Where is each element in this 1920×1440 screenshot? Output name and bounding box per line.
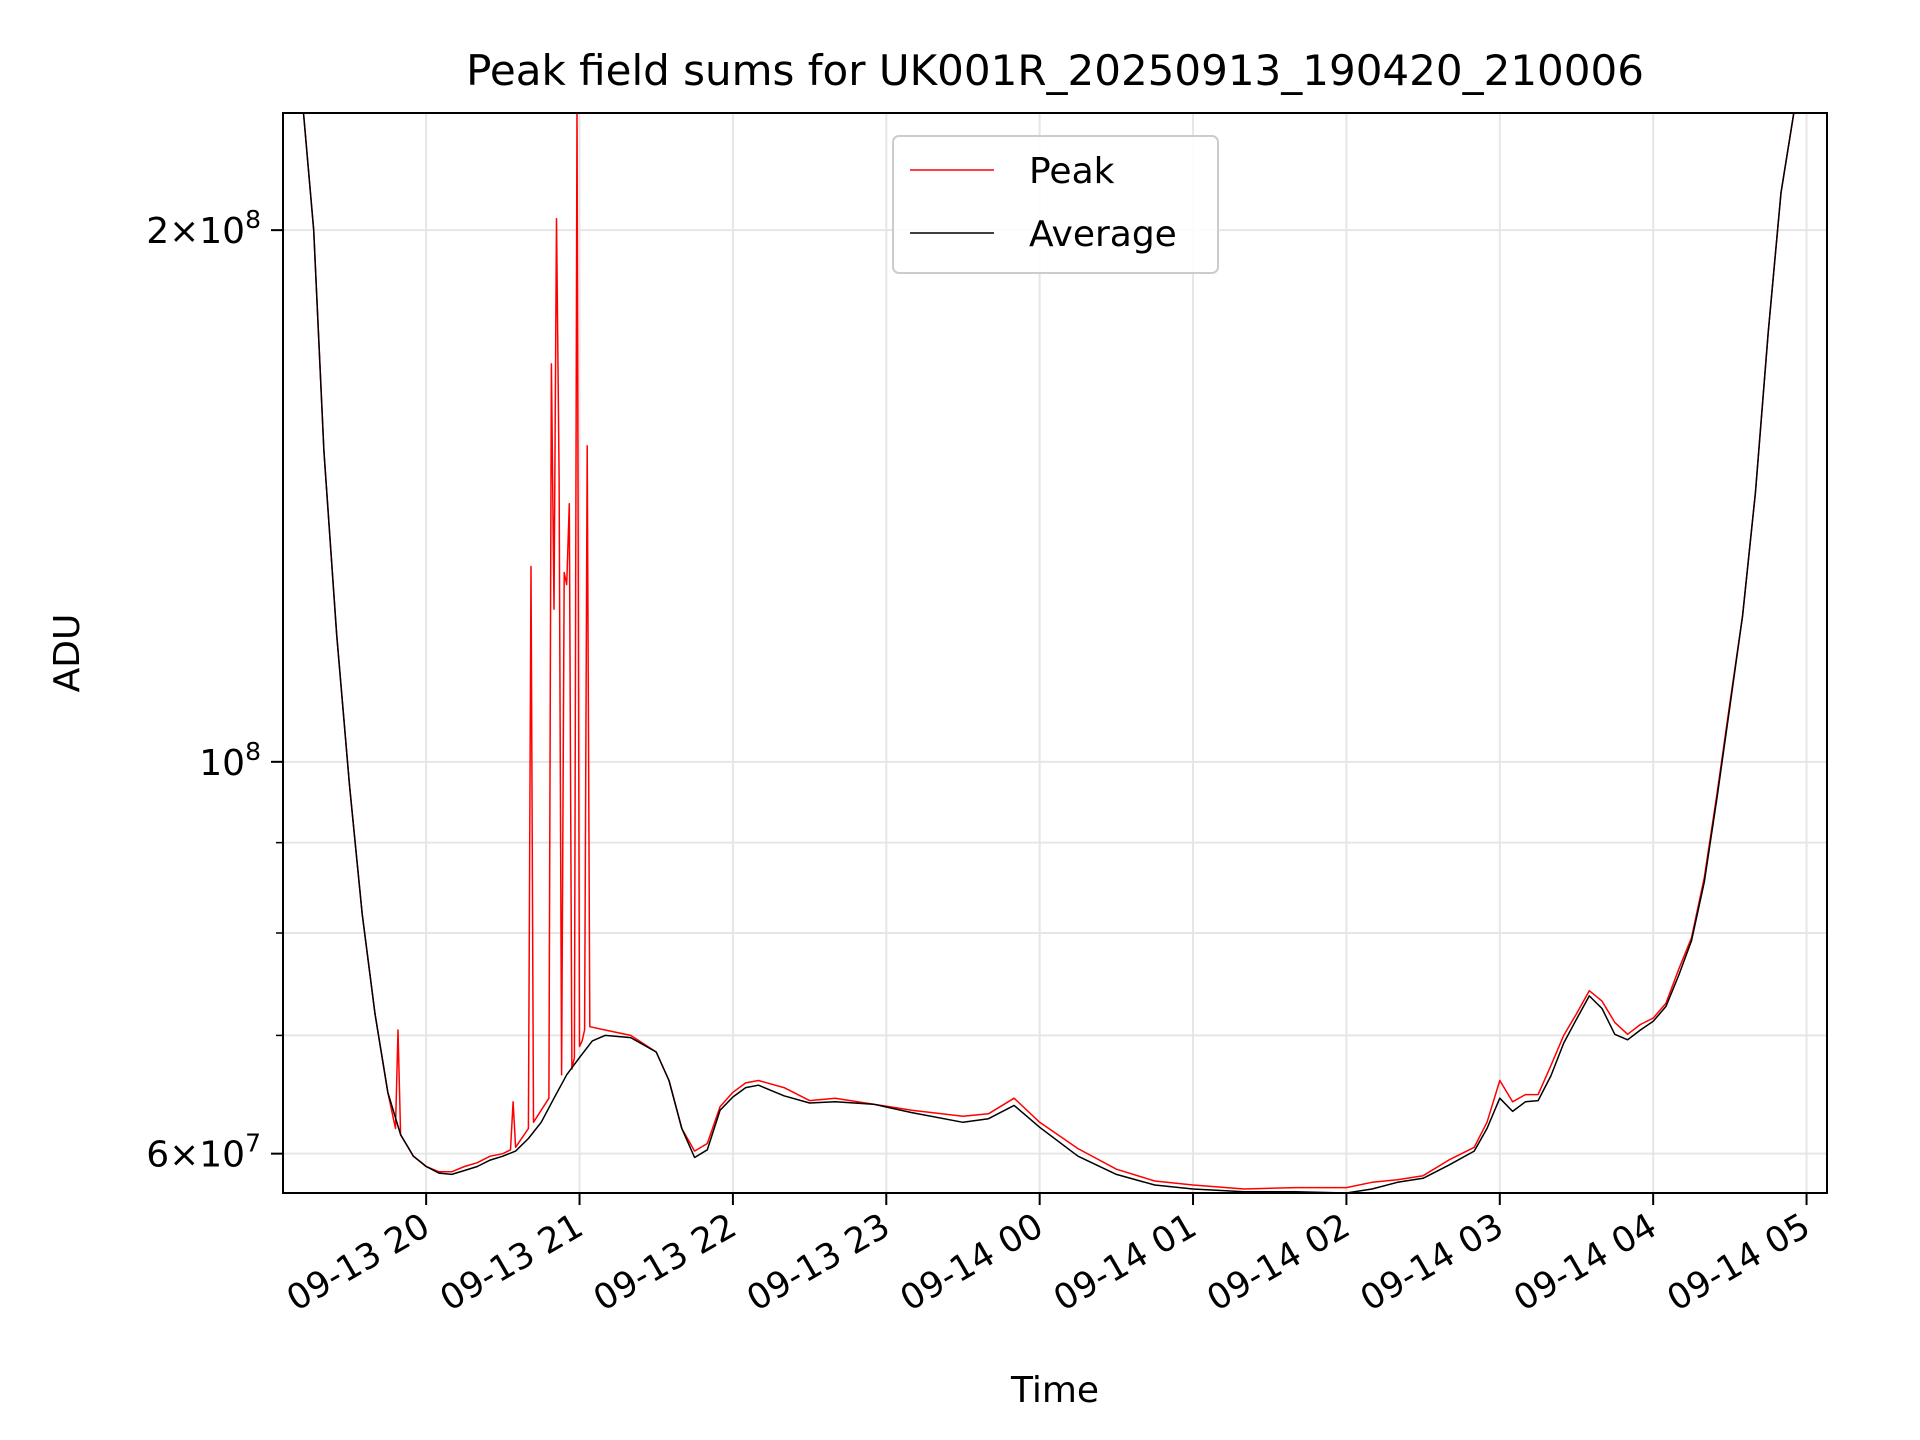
legend-label-average: Average (1029, 214, 1177, 255)
y-tick-times-sign: × (169, 211, 199, 252)
legend: Peak Average (892, 135, 1219, 274)
y-tick-exponent: 8 (245, 737, 261, 766)
series-line-peak (283, 113, 1827, 1190)
y-tick-base: 10 (199, 743, 245, 784)
y-tick-label: 6×107 (146, 1129, 261, 1176)
y-tick-times-sign: × (169, 1135, 199, 1176)
y-tick-exponent: 8 (245, 205, 261, 234)
y-tick-exponent: 7 (245, 1129, 261, 1158)
y-tick-base: 10 (199, 211, 245, 252)
series-line-average (283, 113, 1827, 1193)
y-tick-label: 2×108 (146, 205, 261, 252)
x-axis-label: Time (1010, 1370, 1099, 1411)
plot-frame (282, 112, 1828, 1194)
legend-label-peak: Peak (1029, 151, 1115, 192)
y-axis-label: ADU (47, 614, 88, 693)
series-group (283, 113, 1827, 1193)
chart-title: Peak field sums for UK001R_20250913_1904… (466, 46, 1644, 95)
grid (283, 113, 1827, 1193)
y-tick-base: 10 (199, 1135, 245, 1176)
y-tick-label: 108 (199, 737, 261, 784)
y-tick-mantissa: 2 (146, 211, 169, 252)
y-tick-mantissa: 6 (146, 1135, 169, 1176)
